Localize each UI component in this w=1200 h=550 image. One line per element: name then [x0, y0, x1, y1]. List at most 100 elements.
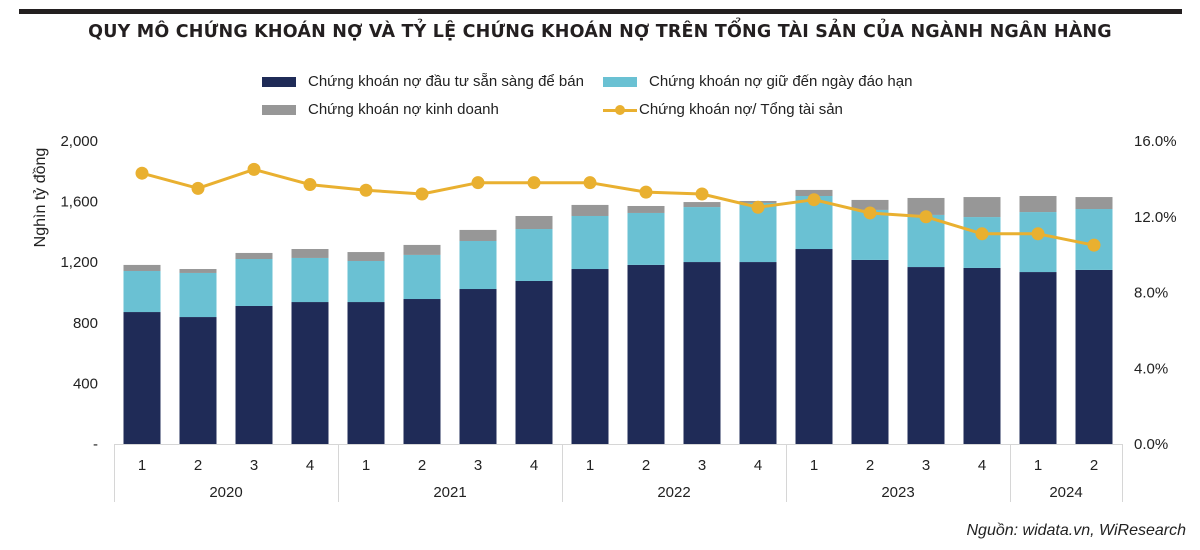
y2-tick-label: 16.0%	[1134, 133, 1177, 150]
x-tick-label: 1	[810, 457, 818, 474]
y2-tick-label: 0.0%	[1134, 436, 1168, 453]
bar-segment-htm	[123, 270, 161, 313]
legend-label-ratio: Chứng khoán nợ/ Tổng tài sản	[639, 101, 843, 118]
bar-segment-afs	[963, 267, 1001, 444]
ratio-line-layer	[135, 162, 1101, 252]
ratio-point	[135, 166, 149, 180]
bar-segment-afs	[795, 249, 833, 444]
bar-segment-trading	[907, 197, 945, 215]
y-axis-title: Nghìn tỷ đồng	[32, 148, 49, 248]
x-tick-label: 3	[250, 457, 258, 474]
bar-segment-trading	[683, 202, 721, 208]
bar-segment-afs	[907, 267, 945, 444]
ratio-point	[415, 187, 429, 201]
y-tick-label: 400	[73, 375, 98, 392]
x-group-label: 2020	[209, 484, 242, 501]
bar-segment-afs	[347, 302, 385, 444]
y-tick-label: 1,600	[60, 194, 98, 211]
x-tick-label: 2	[1090, 457, 1098, 474]
bar-segment-htm	[403, 254, 441, 300]
legend-swatch-ratio	[603, 104, 637, 115]
ratio-point	[863, 206, 877, 220]
ratio-point	[1087, 238, 1101, 252]
x-group-label: 2023	[881, 484, 914, 501]
bar-segment-htm	[515, 229, 553, 281]
ratio-point	[191, 181, 205, 195]
bar-segment-trading	[403, 244, 441, 255]
legend-swatch-afs	[262, 76, 296, 87]
axes-layer: - 400 800 1,200 1,600 2,000 0.0% 4.0% 8.0% 12.0% 1…	[32, 133, 1177, 502]
x-tick-label: 4	[306, 457, 314, 474]
legend-label-trading: Chứng khoán nợ kinh doanh	[308, 101, 499, 118]
legend-swatch-trading	[262, 104, 296, 115]
bar-segment-trading	[1019, 195, 1057, 213]
ratio-point	[471, 176, 485, 190]
bar-segment-htm	[963, 217, 1001, 268]
bar-segment-trading	[963, 197, 1001, 218]
bar-segment-htm	[235, 259, 273, 306]
x-tick-label: 1	[362, 457, 370, 474]
bar-segment-afs	[235, 305, 273, 444]
ratio-point	[527, 176, 541, 190]
x-tick-label: 3	[698, 457, 706, 474]
x-tick-label: 2	[418, 457, 426, 474]
x-tick-label: 2	[194, 457, 202, 474]
bars-layer	[123, 189, 1113, 444]
bar-segment-afs	[291, 302, 329, 444]
ratio-point	[303, 178, 317, 192]
bar-segment-trading	[515, 215, 553, 230]
legend-label-htm: Chứng khoán nợ giữ đến ngày đáo hạn	[649, 73, 913, 90]
bar-segment-htm	[179, 272, 217, 318]
legend-item-trading: Chứng khoán nợ kinh doanh	[262, 101, 499, 118]
ratio-point	[695, 187, 709, 201]
bar-segment-trading	[291, 249, 329, 258]
ratio-point	[1031, 227, 1045, 241]
ratio-point	[975, 227, 989, 241]
bar-segment-trading	[123, 264, 161, 271]
x-tick-label: 1	[138, 457, 146, 474]
bar-segment-trading	[459, 229, 497, 241]
bar-segment-htm	[627, 212, 665, 265]
ratio-point	[247, 162, 261, 176]
ratio-point	[583, 176, 597, 190]
y2-tick-label: 8.0%	[1134, 285, 1168, 302]
bar-segment-trading	[179, 269, 217, 273]
x-tick-label: 2	[642, 457, 650, 474]
bar-segment-trading	[1075, 197, 1113, 210]
legend-swatch-htm	[603, 76, 637, 87]
bar-segment-afs	[851, 259, 889, 444]
bar-segment-trading	[795, 189, 833, 196]
x-tick-label: 1	[1034, 457, 1042, 474]
bar-segment-afs	[179, 317, 217, 444]
bar-segment-afs	[403, 299, 441, 444]
x-tick-label: 4	[530, 457, 538, 474]
ratio-point	[359, 183, 373, 197]
ratio-point	[919, 210, 933, 224]
ratio-point	[807, 193, 821, 207]
bar-segment-afs	[1019, 272, 1057, 444]
y-tick-label: 1,200	[60, 254, 98, 271]
bar-segment-afs	[515, 280, 553, 444]
bar-segment-trading	[571, 204, 609, 216]
x-group-label: 2024	[1049, 484, 1082, 501]
source-note: Nguồn: widata.vn, WiResearch	[966, 522, 1186, 539]
x-tick-label: 3	[922, 457, 930, 474]
top-rule	[19, 9, 1182, 14]
bar-segment-afs	[571, 269, 609, 444]
bar-segment-trading	[627, 205, 665, 213]
bar-segment-trading	[347, 252, 385, 261]
x-tick-label: 3	[474, 457, 482, 474]
bar-segment-trading	[851, 199, 889, 210]
x-tick-label: 4	[754, 457, 762, 474]
bar-segment-htm	[347, 260, 385, 303]
chart-title: QUY MÔ CHỨNG KHOÁN NỢ VÀ TỶ LỆ CHỨNG KHO…	[88, 22, 1112, 42]
y-tick-label: 2,000	[60, 133, 98, 150]
bar-segment-htm	[459, 240, 497, 290]
legend-label-afs: Chứng khoán nợ đầu tư sẵn sàng để bán	[308, 73, 584, 90]
y-tick-label: -	[93, 436, 98, 453]
bar-segment-htm	[1019, 212, 1057, 273]
bar-segment-afs	[123, 312, 161, 444]
x-tick-label: 1	[586, 457, 594, 474]
legend-item-htm: Chứng khoán nợ giữ đến ngày đáo hạn	[603, 73, 912, 90]
